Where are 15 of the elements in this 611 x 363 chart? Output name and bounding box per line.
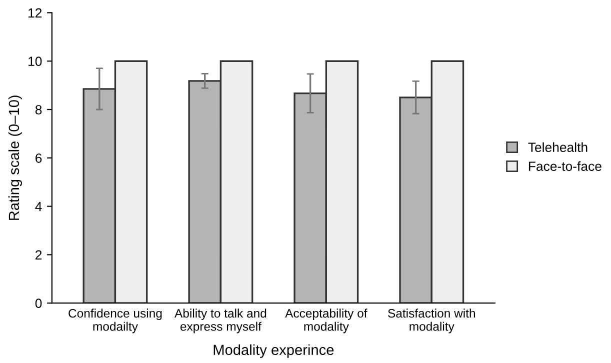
legend-label: Telehealth [528, 142, 588, 152]
y-axis-title: Rating scale (0–10) [8, 96, 22, 220]
y-tick-label: 0 [35, 298, 42, 308]
x-tick-label: Satisfaction with modality [388, 308, 475, 334]
legend-label: Face-to-face [528, 161, 602, 171]
y-tick-label: 12 [28, 8, 42, 18]
y-tick-label: 4 [35, 202, 42, 212]
x-tick-label: Acceptability of modality [285, 308, 368, 334]
y-tick-label: 8 [35, 105, 42, 114]
x-tick-label: Ability to talk and express myself [174, 308, 266, 334]
y-tick-label: 2 [36, 250, 42, 260]
x-axis-title: Modality experince [214, 344, 334, 358]
y-tick-label: 10 [28, 56, 42, 66]
y-tick-label: 6 [36, 153, 42, 163]
x-tick-label: Confidence using modailty [68, 308, 162, 334]
